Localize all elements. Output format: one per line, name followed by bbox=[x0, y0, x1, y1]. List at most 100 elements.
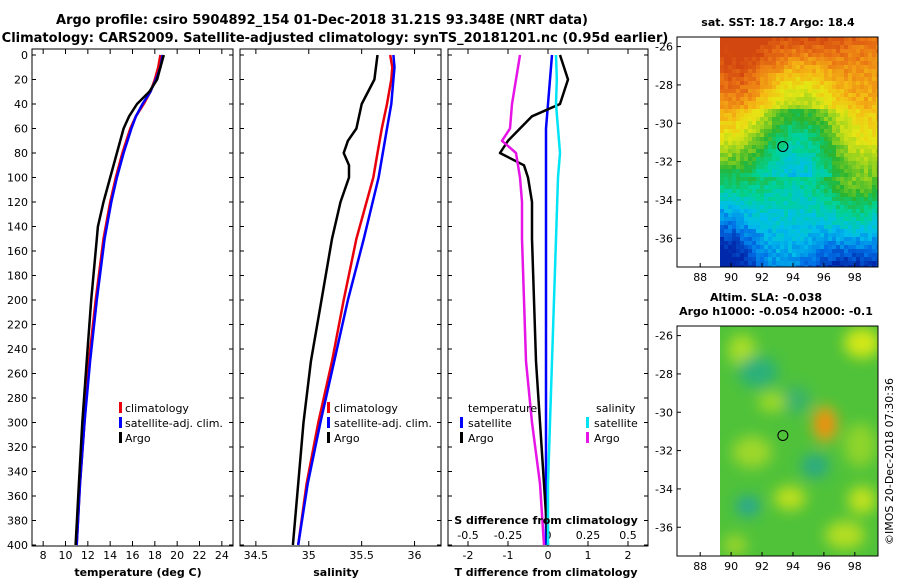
sst-cell bbox=[872, 77, 877, 82]
sst-cell bbox=[832, 177, 837, 182]
sst-cell bbox=[776, 185, 781, 190]
sst-cell bbox=[752, 149, 757, 154]
sst-cell bbox=[728, 245, 733, 250]
sst-cell bbox=[864, 141, 869, 146]
sst-cell bbox=[776, 177, 781, 182]
sst-cell bbox=[868, 161, 873, 166]
sst-cell bbox=[800, 189, 805, 194]
temperature-legend: climatology satellite-adj. clim. Argo bbox=[119, 402, 223, 445]
sst-cell bbox=[828, 101, 833, 106]
sst-cell bbox=[728, 113, 733, 118]
sst-cell bbox=[844, 185, 849, 190]
sst-cell bbox=[768, 73, 773, 78]
sst-cell bbox=[856, 193, 861, 198]
sst-cell bbox=[840, 77, 845, 82]
sst-cell bbox=[868, 205, 873, 210]
sst-cell bbox=[844, 225, 849, 230]
sst-cell bbox=[772, 105, 777, 110]
sst-cell bbox=[780, 65, 785, 70]
sst-cell bbox=[816, 77, 821, 82]
sst-cell bbox=[740, 153, 745, 158]
sst-cell bbox=[720, 229, 725, 234]
sst-cell bbox=[872, 101, 877, 106]
sst-cell bbox=[760, 177, 765, 182]
sst-cell bbox=[856, 97, 861, 102]
sst-cell bbox=[740, 93, 745, 98]
sst-cell bbox=[736, 265, 741, 267]
sst-cell bbox=[808, 225, 813, 230]
sst-cell bbox=[724, 249, 729, 254]
sst-cell bbox=[792, 249, 797, 254]
sst-cell bbox=[768, 181, 773, 186]
sst-cell bbox=[804, 45, 809, 50]
sst-cell bbox=[776, 225, 781, 230]
sla-blob bbox=[738, 356, 778, 388]
sst-cell bbox=[828, 221, 833, 226]
sst-cell bbox=[808, 105, 813, 110]
sst-cell bbox=[740, 149, 745, 154]
sst-cell bbox=[740, 237, 745, 242]
sst-cell bbox=[744, 101, 749, 106]
sst-cell bbox=[740, 101, 745, 106]
sst-cell bbox=[776, 181, 781, 186]
sst-cell bbox=[776, 61, 781, 66]
sst-cell bbox=[796, 177, 801, 182]
sst-cell bbox=[820, 97, 825, 102]
difference-legend: temperature satellite Argo salinity sate… bbox=[460, 402, 638, 445]
sst-cell bbox=[760, 81, 765, 86]
sst-cell bbox=[776, 53, 781, 58]
sst-cell bbox=[828, 141, 833, 146]
sst-cell bbox=[816, 121, 821, 126]
sst-cell bbox=[836, 117, 841, 122]
sst-cell bbox=[736, 145, 741, 150]
sst-cell bbox=[820, 225, 825, 230]
sst-cell bbox=[756, 213, 761, 218]
sst-cell bbox=[764, 157, 769, 162]
sst-cell bbox=[852, 189, 857, 194]
x-tick-label: 20 bbox=[170, 549, 184, 562]
sst-cell bbox=[732, 193, 737, 198]
sst-cell bbox=[720, 141, 725, 146]
sst-cell bbox=[764, 65, 769, 70]
sst-cell bbox=[792, 241, 797, 246]
sst-cell bbox=[792, 109, 797, 114]
sst-cell bbox=[820, 73, 825, 78]
sst-cell bbox=[832, 49, 837, 54]
sst-cell bbox=[800, 201, 805, 206]
sst-cell bbox=[864, 169, 869, 174]
sst-cell bbox=[848, 181, 853, 186]
depth-tick-label: 60 bbox=[14, 123, 28, 136]
depth-tick-label: 280 bbox=[7, 392, 28, 405]
sst-heatmap bbox=[720, 37, 878, 267]
sst-cell bbox=[812, 221, 817, 226]
sst-cell bbox=[724, 145, 729, 150]
sst-cell bbox=[776, 97, 781, 102]
sst-cell bbox=[820, 65, 825, 70]
sst-cell bbox=[800, 253, 805, 258]
salinity-panel: 34.5 35 35.5 36 salinity climatology satell… bbox=[239, 48, 442, 579]
sst-cell bbox=[768, 113, 773, 118]
depth-tick-label: 160 bbox=[7, 245, 28, 258]
sst-cell bbox=[844, 137, 849, 142]
sst-cell bbox=[784, 241, 789, 246]
sst-cell bbox=[844, 145, 849, 150]
sst-cell bbox=[800, 133, 805, 138]
sst-cell bbox=[748, 153, 753, 158]
sst-cell bbox=[748, 73, 753, 78]
sst-cell bbox=[804, 173, 809, 178]
sst-cell bbox=[788, 125, 793, 130]
sst-cell bbox=[852, 241, 857, 246]
sst-cell bbox=[820, 89, 825, 94]
sst-cell bbox=[868, 193, 873, 198]
sst-cell bbox=[824, 237, 829, 242]
sst-cell bbox=[868, 233, 873, 238]
sst-cell bbox=[744, 109, 749, 114]
sst-cell bbox=[804, 157, 809, 162]
sst-cell bbox=[780, 197, 785, 202]
sst-cell bbox=[744, 77, 749, 82]
sst-cell bbox=[844, 141, 849, 146]
sst-cell bbox=[728, 265, 733, 267]
sst-cell bbox=[732, 245, 737, 250]
sst-cell bbox=[824, 53, 829, 58]
sst-cell bbox=[724, 237, 729, 242]
